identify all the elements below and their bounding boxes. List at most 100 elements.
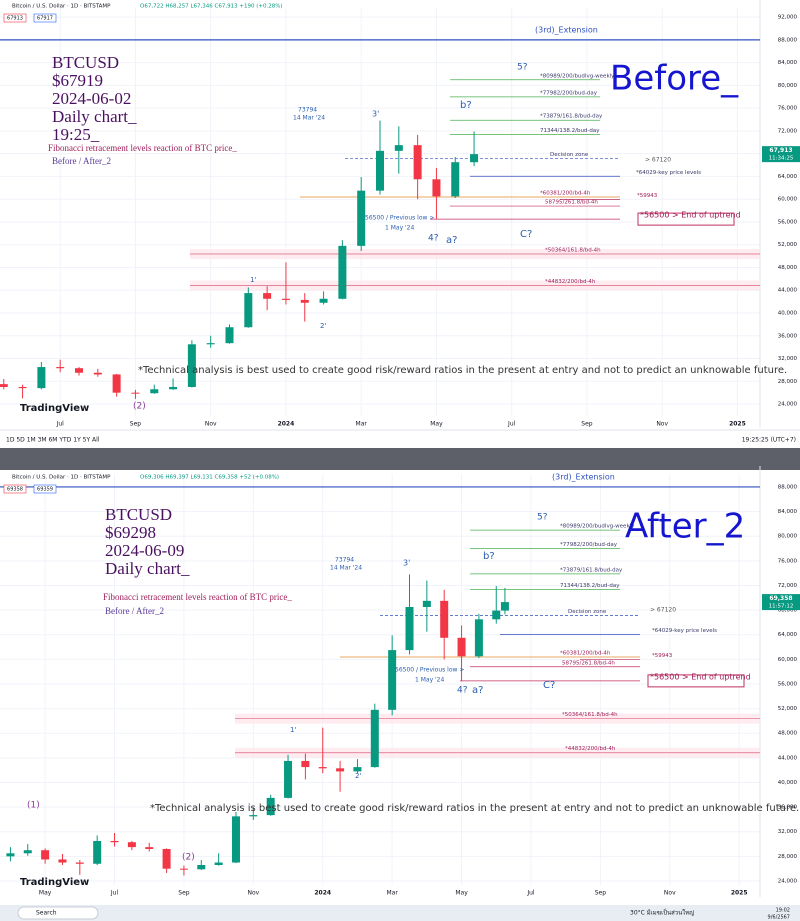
level-label: (3rd)_Extension — [535, 25, 598, 34]
candle-body — [376, 150, 384, 191]
candle-body — [336, 768, 345, 772]
level-label: 58795/261.8/bd-4h — [562, 660, 615, 666]
y-tick-label: 44,000 — [778, 755, 798, 761]
time: 19:02 — [776, 908, 790, 914]
countdown: 11:57:12 — [769, 604, 794, 610]
price-tag: 67913 — [7, 16, 23, 22]
level-label: *73879/161.8/bud-day — [560, 567, 623, 573]
annotation: 4? — [457, 686, 468, 696]
y-tick-label: 48,000 — [778, 731, 798, 737]
candle-body — [492, 610, 501, 620]
annotation: 2' — [320, 322, 326, 330]
header: Bitcoin / U.S. Dollar · 1D · BITSTAMP — [12, 4, 111, 10]
x-tick-label: Sep — [595, 890, 607, 897]
annotation: > 67120 — [645, 157, 671, 164]
level-label: *50364/161.8/bd-4h — [562, 712, 618, 718]
annotation: 56500 / Previous low > — [395, 667, 464, 674]
price-tag-box — [3, 13, 27, 23]
candle-body — [150, 389, 159, 394]
candle-body — [75, 862, 84, 864]
annotation: BTCUSD — [52, 53, 119, 72]
candle-body — [357, 190, 366, 246]
annotation: 1' — [250, 276, 256, 284]
clock: 19:25:25 (UTC+7) — [742, 437, 796, 444]
annotation: a? — [446, 235, 457, 246]
timeframes[interactable]: 1D 5D 1M 3M 6M YTD 1Y 5Y All — [6, 437, 100, 444]
candle-body — [0, 384, 8, 387]
annotation: TradingView — [20, 403, 89, 414]
x-tick-label: May — [39, 890, 52, 897]
level-label: *80989/200/budlvg-weekly — [560, 524, 635, 530]
level-label: *56500 > End of uptrend — [650, 672, 751, 681]
candle-body — [6, 853, 15, 857]
candle-body — [112, 374, 121, 393]
x-tick-label: 2024 — [314, 890, 331, 897]
candle-body — [93, 372, 102, 375]
price-tag: 67917 — [37, 16, 53, 22]
y-tick-label: 52,000 — [778, 242, 798, 248]
candle-body — [301, 760, 310, 768]
x-tick-label: Sep — [581, 421, 593, 428]
annotation: 73794 — [335, 557, 354, 564]
ohlc: O69,306 H69,397 L69,131 C69,358 +52 (+0.… — [140, 475, 279, 481]
search-label[interactable]: Search — [36, 910, 57, 917]
x-tick-label: Jul — [56, 421, 65, 428]
annotation: (1) — [27, 801, 40, 811]
search-box[interactable] — [17, 906, 99, 920]
annotation: 56500 / Previous low > — [365, 215, 434, 222]
annotation: 19:25_ — [52, 125, 100, 144]
annotation: After_2 — [625, 507, 745, 547]
candle-body — [266, 797, 275, 816]
candle-body — [281, 298, 290, 300]
y-tick-label: 72,000 — [778, 583, 798, 589]
candle-body — [56, 367, 65, 369]
level-label: *60381/200/bd-4h — [560, 650, 611, 656]
annotation: 5? — [517, 63, 528, 73]
chart-panel: 24,000 28,000 32,000 36,000 40,000 44,000 48,0… — [0, 466, 800, 897]
x-tick-label: Nov — [247, 890, 259, 897]
annotation: $67919 — [52, 71, 103, 90]
level-box — [637, 212, 735, 226]
annotation: BTCUSD — [105, 505, 172, 524]
x-tick-label: Sep — [178, 890, 190, 897]
level-box — [647, 674, 745, 688]
y-tick-label: 76,000 — [778, 106, 798, 112]
level-label: *59943 — [652, 653, 673, 659]
level-label: *56500 > End of uptrend — [640, 211, 741, 220]
candle-body — [197, 864, 206, 870]
y-tick-label: 60,000 — [778, 197, 798, 203]
candle-body — [300, 299, 309, 303]
y-tick-label: 92,000 — [778, 15, 798, 21]
candle-body — [214, 862, 223, 865]
x-tick-label: Jul — [526, 890, 535, 897]
candle-body — [206, 343, 215, 345]
candle-body — [263, 293, 272, 299]
y-tick-label: 56,000 — [778, 681, 798, 687]
annotation: Before / After_2 — [52, 156, 111, 166]
x-tick-label: Nov — [664, 890, 676, 897]
y-tick-label: 88,000 — [778, 484, 798, 490]
annotation: 73794 — [298, 107, 317, 114]
price-tag-box — [33, 13, 57, 23]
x-tick-label: Nov — [656, 421, 668, 428]
x-tick-label: Nov — [205, 421, 217, 428]
level-label: *44832/200/bd-4h — [545, 279, 596, 285]
last-price: 67,913 — [769, 147, 792, 154]
x-tick-label: Mar — [356, 421, 368, 428]
y-tick-label: 76,000 — [778, 558, 798, 564]
annotation: 3' — [403, 559, 410, 568]
price-tag-box — [3, 484, 27, 494]
annotation: a? — [472, 685, 483, 696]
chart-panel: 24,000 28,000 32,000 36,000 40,000 44,000 48,0… — [0, 0, 800, 428]
annotation: TradingView — [20, 877, 89, 888]
countdown: 11:34:25 — [769, 156, 794, 162]
candle-body — [457, 637, 466, 657]
annotation: 2' — [355, 772, 361, 780]
level-label: *60381/200/bd-4h — [540, 191, 591, 197]
candle-body — [394, 145, 403, 151]
weather: 30°C มีเมฆเป็นส่วนใหญ่ — [630, 908, 694, 917]
y-tick-label: 72,000 — [778, 128, 798, 134]
candle-body — [451, 162, 460, 197]
candle-body — [231, 816, 240, 863]
